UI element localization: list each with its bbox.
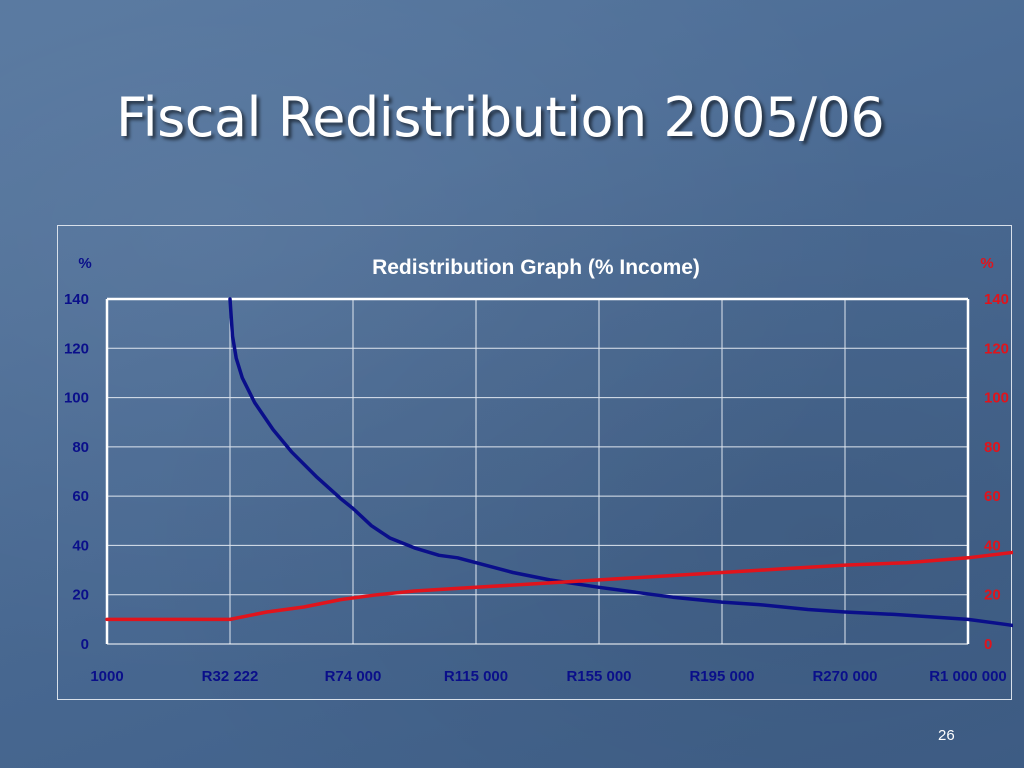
y-right-tick-label: 80 bbox=[984, 439, 1001, 456]
series-lines bbox=[105, 297, 1013, 628]
redistribution-chart: Redistribution Graph (% Income) % % 0 20 4… bbox=[64, 255, 1013, 685]
series-line-2 bbox=[105, 550, 1013, 622]
y-left-tick-label: 20 bbox=[72, 587, 89, 604]
x-tick-label: R115 000 bbox=[444, 668, 508, 685]
y-left-axis-label: % bbox=[78, 255, 91, 272]
y-right-axis-label: % bbox=[980, 255, 993, 272]
series-line-1 bbox=[228, 297, 1013, 628]
x-tick-label: R155 000 bbox=[566, 668, 631, 685]
chart-panel: Redistribution Graph (% Income) % % 0 20 4… bbox=[57, 225, 1013, 700]
y-right-ticks: 0 20 40 60 80 100 120 140 bbox=[984, 291, 1009, 653]
slide-number: 26 bbox=[938, 727, 955, 744]
y-left-tick-label: 60 bbox=[72, 488, 89, 505]
x-tick-label: R270 000 bbox=[812, 668, 877, 685]
x-tick-label: R32 222 bbox=[202, 668, 259, 685]
x-tick-label: R1 000 000 bbox=[929, 668, 1007, 685]
y-left-tick-label: 0 bbox=[81, 636, 89, 653]
y-right-tick-label: 20 bbox=[984, 587, 1001, 604]
y-left-tick-label: 80 bbox=[72, 439, 89, 456]
y-right-tick-label: 100 bbox=[984, 390, 1009, 407]
axes bbox=[105, 297, 970, 645]
y-right-tick-label: 0 bbox=[984, 636, 992, 653]
y-left-tick-label: 40 bbox=[72, 537, 89, 554]
x-tick-label: R195 000 bbox=[689, 668, 754, 685]
x-ticks: 1000 R32 222 R74 000 R115 000 R155 000 R195 0… bbox=[90, 668, 1006, 685]
y-right-tick-label: 140 bbox=[984, 291, 1009, 308]
x-tick-label: R74 000 bbox=[325, 668, 382, 685]
y-left-ticks: 0 20 40 60 80 100 120 140 bbox=[64, 291, 89, 653]
x-tick-label: 1000 bbox=[90, 668, 123, 685]
y-right-tick-label: 40 bbox=[984, 537, 1001, 554]
y-right-tick-label: 60 bbox=[984, 488, 1001, 505]
y-right-tick-label: 120 bbox=[984, 340, 1009, 357]
y-left-tick-label: 140 bbox=[64, 291, 89, 308]
y-left-tick-label: 100 bbox=[64, 390, 89, 407]
slide-title: Fiscal Redistribution 2005/06 bbox=[116, 86, 885, 149]
chart-title: Redistribution Graph (% Income) bbox=[372, 256, 700, 279]
y-left-tick-label: 120 bbox=[64, 340, 89, 357]
